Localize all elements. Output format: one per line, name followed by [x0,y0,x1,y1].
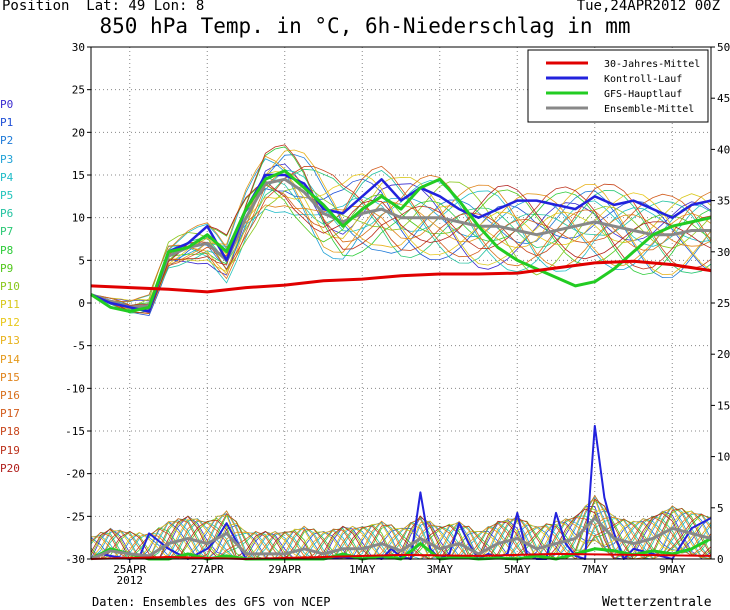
data-source-label: Daten: Ensembles des GFS von NCEP [92,595,331,609]
member-label-p14: P14 [0,352,20,366]
y-left-tick-label: 20 [72,126,85,139]
temp-line-ensemble-mittel [90,177,711,309]
member-temp-line-p10 [90,181,712,308]
y-right-tick-label: 20 [717,348,730,361]
precip-line-gfs-hauptlauf [90,537,712,561]
ensemble-member-list: P0 P1 P2 P3 P4 P5 P6 P7 P8 P9 P10 P11 P12 P13 P14 P15 P1… [0,96,30,478]
member-label-p10: P10 [0,279,20,293]
legend-label: 30-Jahres-Mittel [604,59,700,70]
y-left-tick-label: 30 [72,41,85,54]
member-label-p1: P1 [0,116,14,130]
temp-line-kontroll-lauf [90,173,712,313]
y-right-tick-label: 15 [717,399,730,412]
legend-label: Ensemble-Mittel [604,104,694,115]
x-tick-label: 1MAY [349,563,376,576]
position-label: Position Lat: 49 Lon: 8 [2,0,205,14]
member-label-p3: P3 [0,152,14,166]
temp-line-gfs-hauptlauf [90,169,712,313]
chart-title: 850 hPa Temp. in °C, 6h-Niederschlag in … [99,14,631,38]
y-left-tick-label: -20 [65,468,85,481]
y-left-tick-label: -15 [65,425,85,438]
y-left-tick-label: 0 [78,297,85,310]
precip-line-ensemble-mittel [90,516,712,561]
y-left-tick-label: 15 [72,169,85,182]
precip-line-30-jahres-mittel [90,552,712,560]
y-right-tick-label: 35 [717,195,730,208]
y-right-tick-label: 10 [717,451,730,464]
member-label-p0: P0 [0,98,14,111]
x-tick-label: 29APR [268,563,301,576]
y-left-tick-label: -10 [65,382,85,395]
member-label-p2: P2 [0,134,14,148]
y-right-tick-label: 45 [717,92,730,105]
member-temp-line-p7 [90,168,712,314]
x-tick-label: 3MAY [427,563,454,576]
member-label-p11: P11 [0,298,20,312]
precipitation-lines [90,424,712,561]
y-right-tick-label: 50 [717,41,730,54]
x-tick-label: 25APR [113,563,146,576]
legend-label: GFS-Hauptlauf [604,89,682,100]
member-label-p18: P18 [0,425,20,439]
member-label-p19: P19 [0,443,20,457]
temp-line-30-jahres-mittel [90,259,712,294]
y-right-tick-label: 40 [717,143,730,156]
y-left-tick-label: -5 [72,340,85,353]
member-label-p7: P7 [0,225,14,239]
y-left-tick-label: -25 [65,510,85,523]
member-label-p15: P15 [0,370,20,384]
y-right-tick-label: 0 [717,553,724,566]
y-right-tick-label: 5 [717,502,724,515]
left-axis: 30 25 20 15 10 5 0 -5 -10 -15 -20 -25 -30 [65,41,91,566]
main-series-lines [90,169,712,313]
member-label-p20: P20 [0,461,20,475]
member-label-p6: P6 [0,207,14,221]
brand-label: Wetterzentrale [602,595,712,610]
grid [91,47,711,559]
y-left-tick-label: 25 [72,84,85,97]
member-temp-line-p14 [90,155,712,310]
run-date-label: Tue,24APR2012 00Z [576,0,720,14]
member-precip-line-p17 [90,516,712,560]
member-temp-line-p3 [90,158,712,307]
member-label-p4: P4 [0,170,14,184]
y-left-tick-label: -30 [65,553,85,566]
member-label-p13: P13 [0,334,20,348]
y-right-tick-label: 25 [717,297,730,310]
y-left-tick-label: 5 [78,254,85,267]
x-tick-label: 9MAY [659,563,686,576]
y-right-tick-label: 30 [717,246,730,259]
member-label-p9: P9 [0,261,14,275]
member-temp-line-p5 [90,169,712,303]
member-temp-line-p19 [90,144,712,306]
member-label-p12: P12 [0,316,20,330]
legend-label: Kontroll-Lauf [604,74,682,85]
y-left-tick-label: 10 [72,212,85,225]
member-temp-line-p16 [90,170,712,302]
member-label-p16: P16 [0,389,20,402]
x-tick-label: 7MAY [582,563,609,576]
x-tick-label: 5MAY [504,563,531,576]
legend: 30-Jahres-Mittel Kontroll-Lauf GFS-Hauptla… [527,49,709,123]
member-label-p17: P17 [0,407,20,421]
member-temp-line-p0 [90,163,712,302]
x-tick-label: 27APR [191,563,224,576]
member-label-p5: P5 [0,188,14,202]
member-temp-line-p17 [90,165,712,310]
member-label-p8: P8 [0,243,14,257]
x-tick-sublabel: 2012 [117,574,144,587]
